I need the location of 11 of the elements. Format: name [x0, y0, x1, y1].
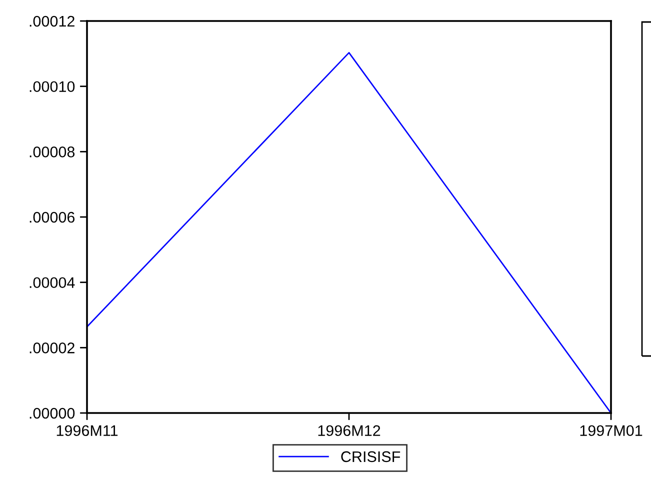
y-tick-label: .00010: [30, 81, 75, 92]
y-tick-label: .00006: [30, 212, 75, 223]
x-tick-label: 1996M12: [318, 425, 380, 436]
x-tick-label: 1996M11: [56, 425, 118, 436]
y-tick-label: .00012: [30, 16, 74, 27]
y-tick-label: .00000: [30, 408, 75, 419]
y-tick-label: .00004: [30, 277, 75, 288]
x-tick-label: 1997M01: [580, 425, 642, 436]
y-tick-label: .00008: [30, 146, 75, 158]
legend-label: CRISISF: [341, 451, 400, 462]
y-tick-label: .00002: [30, 342, 74, 354]
